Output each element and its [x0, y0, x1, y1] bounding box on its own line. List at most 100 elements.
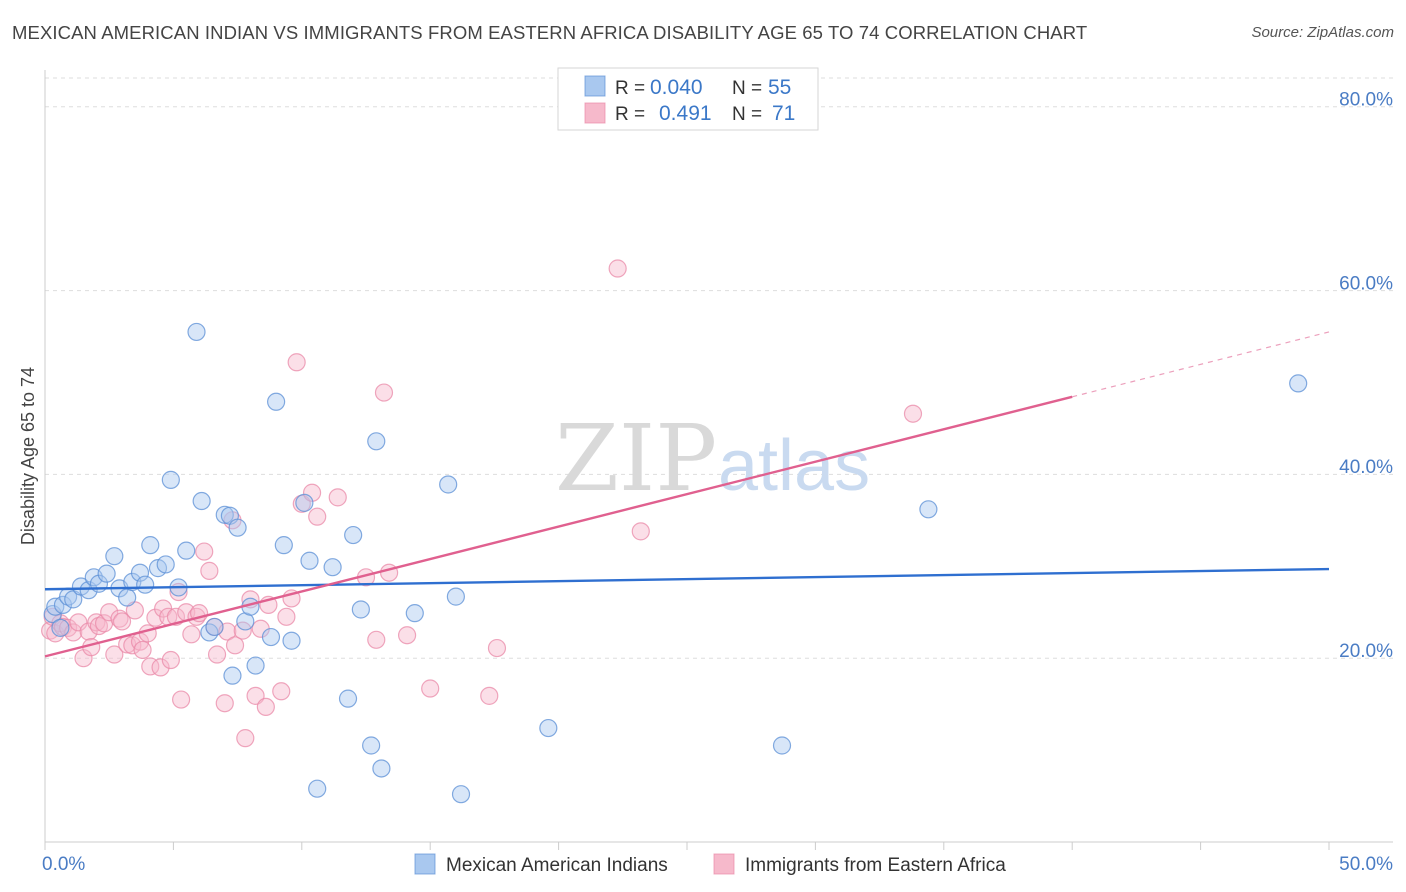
- series-blue-points: [43, 322, 1308, 804]
- scatter-point-blue: [372, 759, 391, 778]
- scatter-point-blue: [351, 600, 370, 619]
- stats-legend-r-label-blue: R =: [615, 78, 645, 99]
- series-legend: Mexican American Indians Immigrants from…: [414, 853, 1006, 876]
- y-tick-label: 60.0%: [1339, 273, 1393, 294]
- stats-legend-r-value-blue: 0.040: [650, 76, 703, 99]
- scatter-point-blue: [1289, 374, 1308, 393]
- scatter-point-pink: [421, 679, 440, 698]
- scatter-point-blue: [200, 623, 219, 642]
- scatter-point-blue: [215, 505, 234, 524]
- scatter-point-blue: [772, 736, 792, 755]
- scatter-point-blue: [300, 551, 319, 570]
- scatter-point-pink: [397, 626, 417, 645]
- trend-line-extension-pink: [1072, 331, 1330, 398]
- scatter-point-blue: [919, 500, 938, 519]
- y-tick-label: 80.0%: [1339, 89, 1393, 110]
- stats-legend-r-label-pink: R =: [615, 104, 645, 125]
- x-ticks: [44, 842, 1330, 850]
- y-axis-label: Disability Age 65 to 74: [18, 367, 38, 545]
- y-tick-labels: 20.0% 40.0% 60.0% 80.0%: [1339, 89, 1393, 661]
- trend-line-pink: [44, 395, 1073, 658]
- series-legend-swatch-blue: [414, 853, 436, 875]
- scatter-point-blue: [246, 656, 265, 675]
- stats-legend-n-label-blue: N =: [732, 78, 762, 99]
- scatter-point-pink: [105, 645, 124, 664]
- scatter-point-blue: [130, 563, 150, 582]
- scatter-point-pink: [200, 561, 219, 580]
- scatter-point-pink: [215, 694, 234, 713]
- scatter-point-pink: [272, 682, 291, 701]
- scatter-point-pink: [256, 697, 275, 717]
- scatter-point-pink: [903, 404, 923, 423]
- scatter-point-pink: [374, 383, 394, 402]
- stats-legend-swatch-blue: [584, 75, 606, 97]
- x-tick-label-max: 50.0%: [1339, 854, 1393, 875]
- scatter-point-blue: [362, 736, 381, 755]
- series-legend-label-pink: Immigrants from Eastern Africa: [745, 855, 1006, 876]
- scatter-point-blue: [43, 604, 62, 624]
- scatter-point-pink: [69, 613, 88, 632]
- scatter-point-blue: [261, 627, 281, 647]
- scatter-point-blue: [136, 575, 155, 594]
- scatter-point-blue: [274, 536, 293, 555]
- scatter-point-blue: [105, 547, 124, 566]
- scatter-point-pink: [308, 507, 327, 526]
- scatter-point-pink: [236, 729, 255, 748]
- scatter-point-pink: [133, 640, 152, 660]
- scatter-point-blue: [451, 785, 471, 804]
- scatter-point-blue: [367, 432, 386, 451]
- scatter-point-blue: [344, 525, 363, 545]
- axes: [44, 70, 1393, 843]
- scatter-point-pink: [207, 645, 227, 664]
- stats-legend-n-value-pink: 71: [772, 102, 795, 125]
- scatter-point-blue: [205, 617, 224, 637]
- scatter-point-pink: [110, 609, 129, 628]
- watermark-zip: ZIP: [555, 405, 717, 512]
- scatter-point-blue: [308, 779, 327, 798]
- scatter-point-blue: [323, 558, 342, 577]
- scatter-point-pink: [608, 259, 627, 278]
- chart-title: MEXICAN AMERICAN INDIAN VS IMMIGRANTS FR…: [12, 22, 1088, 43]
- scatter-point-blue: [118, 588, 137, 607]
- scatter-point-blue: [267, 392, 286, 411]
- stats-legend-swatch-pink: [584, 102, 606, 124]
- scatter-point-pink: [487, 638, 507, 658]
- stats-legend-n-label-pink: N =: [732, 104, 762, 125]
- scatter-point-blue: [439, 475, 458, 494]
- scatter-point-blue: [295, 493, 314, 512]
- scatter-point-blue: [192, 491, 211, 511]
- scatter-point-pink: [151, 658, 170, 677]
- scatter-point-pink: [89, 616, 109, 636]
- scatter-point-pink: [195, 542, 214, 561]
- trend-lines: [44, 331, 1330, 658]
- stats-legend: R = 0.040 N = 55 R = 0.491 N = 71: [557, 67, 819, 131]
- scatter-point-pink: [302, 483, 322, 502]
- scatter-point-pink: [287, 353, 306, 372]
- scatter-point-blue: [282, 631, 301, 650]
- scatter-point-pink: [367, 630, 386, 649]
- scatter-point-blue: [187, 322, 206, 342]
- scatter-point-pink: [182, 625, 201, 644]
- source-label: Source: ZipAtlas.com: [1251, 24, 1394, 41]
- y-tick-label: 20.0%: [1339, 641, 1393, 662]
- scatter-point-blue: [446, 587, 465, 606]
- scatter-point-pink: [161, 650, 180, 670]
- scatter-point-pink: [225, 636, 245, 655]
- scatter-point-pink: [138, 624, 157, 643]
- scatter-point-pink: [100, 603, 119, 622]
- scatter-point-blue: [177, 541, 196, 560]
- scatter-point-blue: [141, 536, 160, 555]
- x-tick-label-min: 0.0%: [42, 854, 85, 875]
- scatter-point-blue: [156, 555, 175, 574]
- series-legend-swatch-pink: [713, 853, 735, 875]
- scatter-point-blue: [228, 518, 247, 537]
- scatter-point-pink: [277, 607, 296, 626]
- scatter-point-blue: [405, 604, 424, 623]
- scatter-point-blue: [338, 689, 358, 708]
- y-tick-label: 40.0%: [1339, 457, 1393, 478]
- stats-legend-n-value-blue: 55: [768, 76, 791, 99]
- scatter-point-pink: [79, 622, 98, 641]
- stats-legend-r-value-pink: 0.491: [659, 102, 712, 125]
- scatter-point-pink: [112, 612, 132, 631]
